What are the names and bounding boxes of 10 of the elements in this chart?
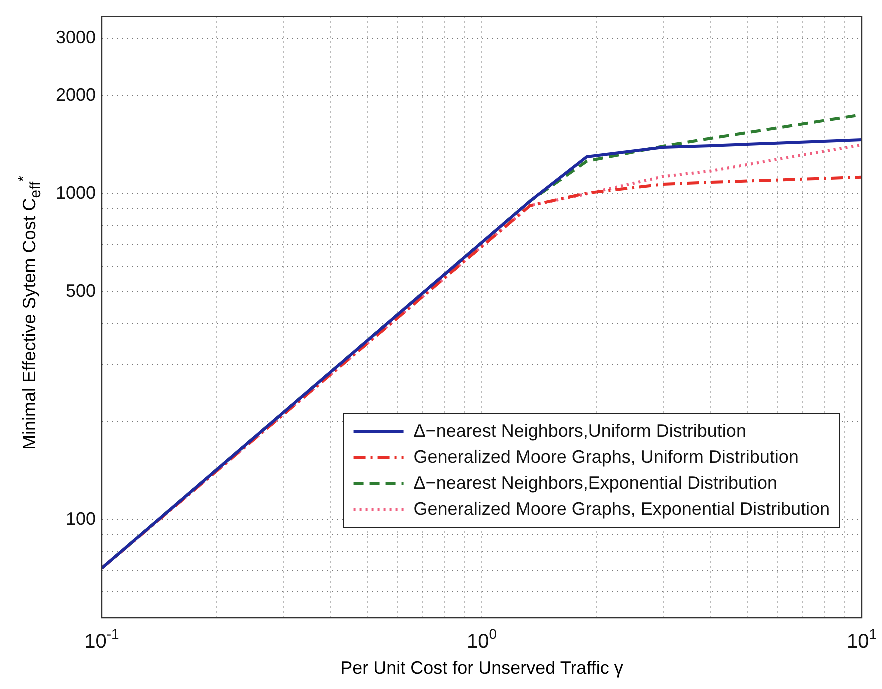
y-tick-label: 500: [66, 281, 96, 302]
legend-label: Generalized Moore Graphs, Uniform Distribution: [414, 446, 799, 467]
legend-label: Generalized Moore Graphs, Exponential Distribution: [414, 498, 830, 519]
legend-label: Δ−nearest Neighbors,Uniform Distribution: [414, 420, 746, 441]
x-axis-title: Per Unit Cost for Unserved Traffic γ: [340, 658, 624, 679]
y-tick-label: 2000: [56, 84, 96, 105]
y-tick-label: 1000: [56, 183, 96, 204]
legend-label: Δ−nearest Neighbors,Exponential Distribution: [414, 472, 778, 493]
y-tick-label: 3000: [56, 28, 96, 48]
y-tick-label: 100: [66, 508, 96, 529]
